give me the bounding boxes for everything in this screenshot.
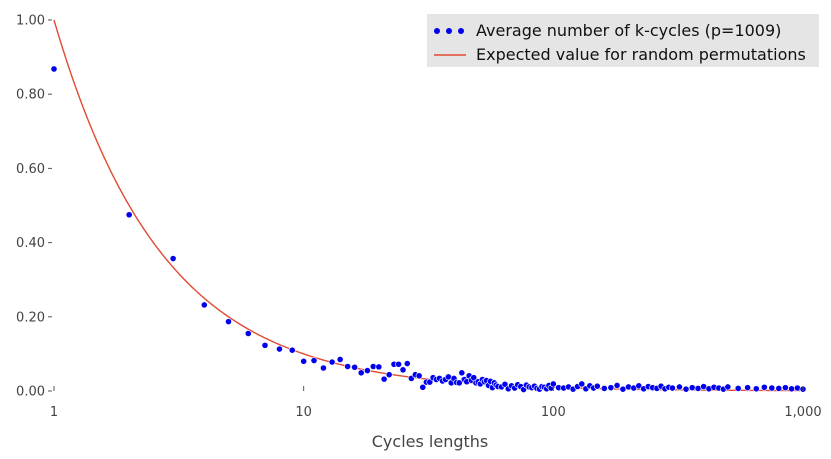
data-point (635, 382, 643, 390)
x-axis-title: Cycles lengths (372, 432, 488, 451)
data-point (578, 380, 586, 388)
y-axis-ticks: 0.00 0.20 0.40 0.60 0.80 1.00 (16, 14, 52, 400)
data-point (419, 383, 427, 391)
data-point (501, 380, 509, 388)
data-point (669, 384, 676, 392)
data-point (781, 384, 789, 392)
legend-label-scatter: Average number of k-cycles (p=1009) (476, 21, 781, 40)
data-point (613, 382, 621, 389)
data-point (744, 384, 752, 392)
legend-label-line: Expected value for random permutations (476, 45, 806, 64)
data-point (320, 364, 327, 372)
data-point (399, 366, 407, 374)
legend-dot (458, 28, 464, 34)
y-tick-label: 0.60 (16, 162, 45, 177)
data-point (336, 356, 344, 363)
data-point (455, 379, 463, 387)
data-point (200, 301, 208, 309)
data-point (344, 363, 352, 370)
x-tick-label: 1,000 (784, 405, 821, 420)
data-point (395, 360, 402, 368)
data-point (288, 346, 296, 354)
data-point (775, 384, 783, 392)
data-point (363, 367, 371, 374)
data-point (600, 384, 608, 392)
data-point (244, 330, 252, 337)
data-point (50, 65, 58, 73)
data-point (310, 357, 318, 364)
data-point (261, 341, 269, 349)
legend-box (427, 14, 819, 67)
data-point (385, 371, 393, 379)
data-point (734, 384, 742, 392)
legend-dot (446, 28, 452, 34)
expected-value-line (53, 19, 804, 392)
data-point (328, 358, 336, 366)
legend-scatter-marker (434, 28, 464, 34)
data-point (415, 372, 423, 380)
y-tick-label: 0.00 (16, 385, 45, 400)
legend-dot (434, 28, 440, 34)
x-tick-label: 100 (541, 405, 566, 420)
x-tick-label: 1 (50, 405, 58, 420)
data-point (445, 373, 452, 381)
data-point (458, 369, 466, 377)
data-point (788, 385, 795, 393)
data-point (688, 384, 696, 392)
data-point (169, 255, 177, 262)
data-point (369, 363, 377, 370)
data-points (50, 65, 807, 393)
data-point (682, 385, 690, 393)
data-point (403, 360, 411, 367)
data-point (300, 357, 308, 365)
data-point (768, 384, 776, 392)
data-point (125, 211, 133, 219)
data-point (225, 318, 232, 326)
x-axis-ticks: 1 10 100 1,000 (50, 386, 822, 420)
data-point (426, 378, 434, 386)
data-point (760, 383, 768, 391)
data-point (752, 385, 760, 393)
data-point (276, 345, 283, 353)
data-point (357, 369, 365, 377)
y-tick-label: 0.20 (16, 310, 45, 325)
data-point (676, 383, 683, 391)
data-point (694, 384, 702, 392)
data-point (593, 382, 601, 390)
legend: Average number of k-cycles (p=1009) Expe… (427, 14, 819, 67)
y-tick-label: 1.00 (16, 14, 45, 29)
data-point (794, 384, 801, 392)
y-tick-label: 0.80 (16, 88, 45, 103)
data-point (380, 375, 388, 383)
data-point (351, 363, 359, 371)
x-tick-label: 10 (295, 405, 312, 420)
data-point (375, 363, 383, 371)
data-point (607, 384, 615, 392)
data-point (724, 383, 732, 391)
y-tick-label: 0.40 (16, 236, 45, 251)
